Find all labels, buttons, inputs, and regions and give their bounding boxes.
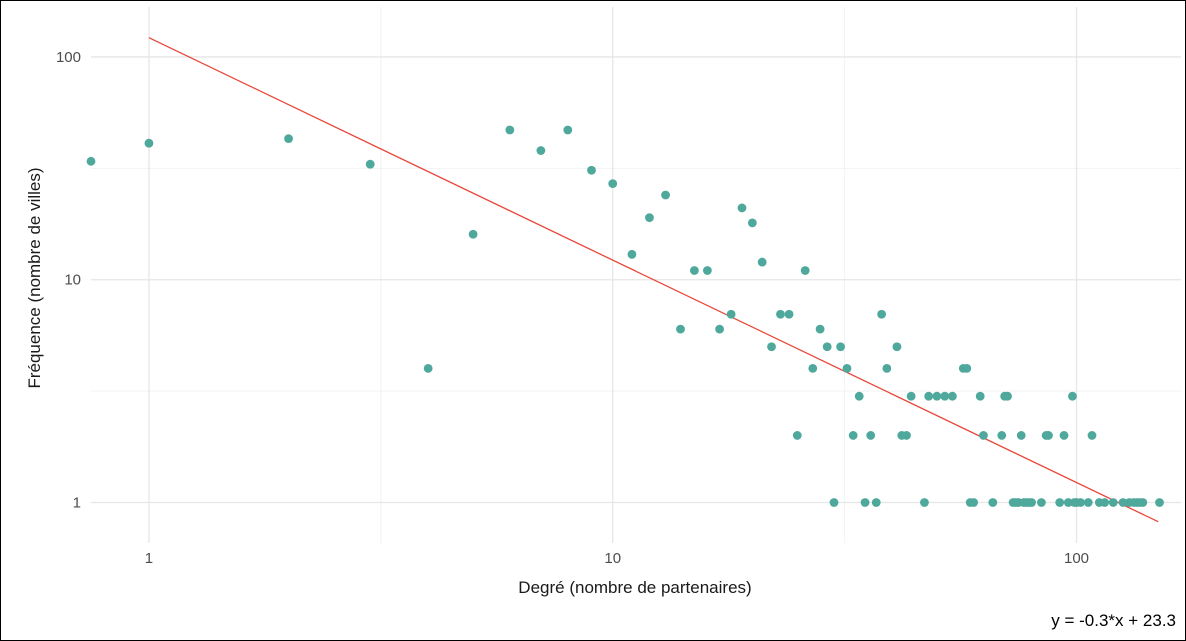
data-point [792, 431, 802, 440]
data-point [1138, 498, 1148, 507]
y-axis-title: Fréquence (nombre de villes) [25, 167, 44, 388]
data-point [284, 134, 293, 144]
data-point [920, 498, 929, 507]
data-point [1083, 498, 1093, 507]
data-point [726, 309, 736, 319]
data-point [882, 363, 892, 373]
data-point [975, 391, 985, 401]
data-point [608, 179, 618, 189]
data-point [988, 498, 998, 507]
data-point [423, 363, 433, 373]
data-point [1055, 498, 1065, 507]
y-tick-label: 100 [56, 49, 81, 66]
data-point [860, 498, 870, 507]
data-point [940, 391, 950, 401]
x-tick-label: 1 [145, 550, 153, 567]
data-point [86, 156, 96, 166]
data-point [689, 266, 699, 275]
x-axis-title: Degré (nombre de partenaires) [518, 578, 751, 597]
data-point [1087, 431, 1097, 440]
data-point [676, 324, 685, 334]
data-point [747, 218, 757, 228]
data-point [365, 159, 375, 169]
data-point [1100, 498, 1110, 507]
data-point [808, 363, 818, 373]
data-point [737, 203, 747, 213]
data-point [979, 431, 988, 440]
equation-annotation: y = -0.3*x + 23.3 [1051, 611, 1176, 630]
data-point [1027, 498, 1036, 507]
data-point [842, 363, 852, 373]
data-points [86, 125, 1164, 507]
data-point [661, 190, 670, 200]
data-point [1059, 431, 1069, 440]
data-point [1016, 431, 1026, 440]
data-point [892, 342, 902, 352]
data-point [757, 257, 767, 267]
data-point [1155, 498, 1164, 507]
data-point [505, 125, 515, 135]
data-point [1044, 431, 1053, 440]
data-point [144, 138, 154, 148]
data-point [1108, 498, 1118, 507]
data-point [645, 213, 654, 223]
data-point [962, 363, 972, 373]
x-tick-label: 10 [604, 550, 621, 567]
data-point [836, 342, 846, 352]
x-tick-label: 100 [1064, 550, 1089, 567]
data-point [815, 324, 825, 334]
data-point [1068, 391, 1077, 401]
major-gridlines [91, 7, 1181, 543]
data-point [871, 498, 881, 507]
x-tick-labels: 1 10 100 [145, 550, 1089, 567]
data-point [1118, 498, 1128, 507]
data-point [932, 391, 942, 401]
data-point [767, 342, 776, 352]
data-point [829, 498, 839, 507]
data-point [877, 309, 887, 319]
data-point [776, 309, 785, 319]
data-point [848, 431, 858, 440]
data-point [627, 249, 637, 259]
data-point [997, 431, 1007, 440]
regression-line [148, 37, 1159, 523]
data-point [1063, 498, 1073, 507]
data-point [854, 391, 864, 401]
data-point [800, 266, 810, 275]
data-point [715, 324, 725, 334]
data-point [947, 391, 957, 401]
data-point [587, 165, 596, 175]
data-point [702, 266, 712, 275]
data-point [468, 229, 478, 239]
minor-gridlines [91, 7, 1181, 543]
y-tick-label: 1 [73, 494, 81, 511]
data-point [563, 125, 573, 135]
data-point [1003, 391, 1012, 401]
data-point [822, 342, 832, 352]
data-point [784, 309, 794, 319]
regression-line-layer [148, 37, 1159, 523]
data-point [969, 498, 979, 507]
data-point [906, 391, 916, 401]
data-point [536, 146, 546, 155]
y-tick-label: 10 [64, 272, 81, 289]
data-point [1036, 498, 1046, 507]
data-point [866, 431, 876, 440]
data-point [902, 431, 911, 440]
data-point [1076, 498, 1085, 507]
y-tick-labels: 1 10 100 [56, 49, 81, 512]
data-point [924, 391, 934, 401]
